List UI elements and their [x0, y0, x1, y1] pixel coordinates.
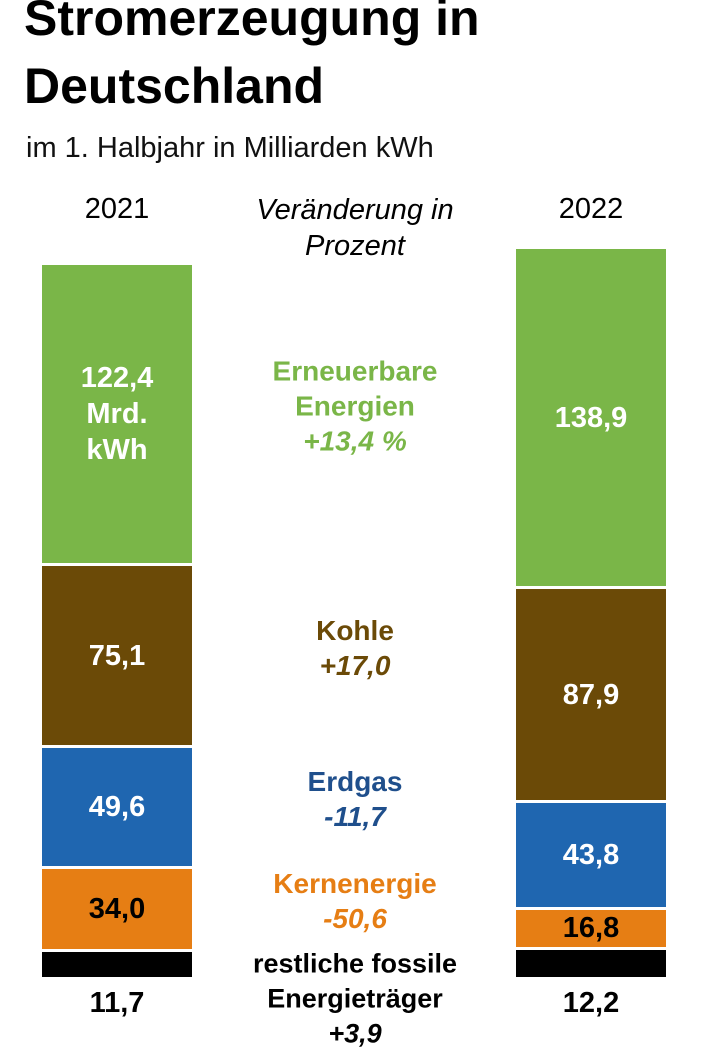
- value-label: 43,8: [562, 838, 620, 871]
- change-label: -11,7: [324, 801, 386, 833]
- value-label: 12,2: [562, 987, 620, 1019]
- series-label: Kohle +17,0: [220, 613, 490, 683]
- chart-subtitle: im 1. Halbjahr in Milliarden kWh: [26, 132, 434, 164]
- change-header: Veränderung in Prozent: [256, 194, 454, 262]
- change-label: +3,9: [328, 1018, 382, 1049]
- year-label: 2021: [84, 193, 150, 225]
- series-name: Kohle: [316, 614, 394, 646]
- value-label: 122,4 Mrd. kWh: [80, 362, 154, 467]
- bar-segment: [516, 589, 666, 801]
- bar-segment: [42, 868, 192, 949]
- value-label: 138,9: [554, 401, 628, 434]
- value-label: 16,8: [562, 912, 620, 945]
- series-name: restliche fossile Energieträger: [252, 948, 458, 1014]
- year-label: 2022: [558, 193, 624, 225]
- change-label: +13,4 %: [303, 425, 407, 457]
- bar-segment: [516, 909, 666, 948]
- bar-segment: [42, 265, 192, 563]
- change-label: -50,6: [323, 902, 387, 934]
- bar-segment: [42, 565, 192, 746]
- bar-segment: [42, 951, 192, 977]
- value-label: 34,0: [88, 892, 146, 925]
- bar-segment: [42, 748, 192, 866]
- value-label: 75,1: [88, 639, 146, 672]
- series-name: Erneuerbare Energien: [272, 355, 438, 422]
- series-label: Kernenergie -50,6: [220, 866, 490, 936]
- series-name: Kernenergie: [273, 867, 437, 899]
- series-name: Erdgas: [307, 766, 403, 798]
- chart-title: Stromerzeugung in Deutschland: [24, 0, 480, 114]
- bar-segment: [516, 803, 666, 907]
- bar-segment: [516, 248, 666, 587]
- bar-segment: [516, 950, 666, 977]
- series-label: restliche fossile Energieträger +3,9: [220, 947, 490, 1052]
- series-label: Erdgas -11,7: [220, 764, 490, 834]
- value-label: 87,9: [562, 678, 620, 711]
- value-label: 11,7: [89, 987, 145, 1019]
- series-label: Erneuerbare Energien +13,4 %: [220, 354, 490, 459]
- value-label: 49,6: [88, 791, 146, 824]
- change-label: +17,0: [319, 649, 391, 681]
